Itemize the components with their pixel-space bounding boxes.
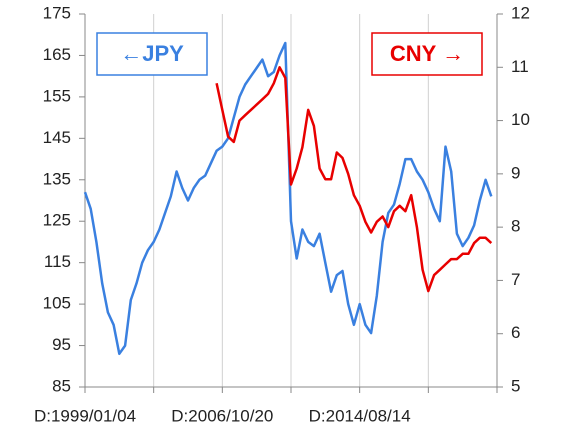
y-tick-label: 135 [43,169,71,188]
y-tick-label: 95 [52,335,71,354]
x-tick-label: D:2014/08/14 [309,406,411,425]
y-tick-label: 145 [43,128,71,147]
y2-tick-label: 7 [511,270,520,289]
series-line [215,66,493,293]
y-tick-label: 165 [43,45,71,64]
x-tick-label: D:2006/10/20 [171,406,273,425]
x-tick-label: D:1999/01/04 [34,406,136,425]
y2-tick-label: 5 [511,376,520,395]
y-tick-label: 155 [43,86,71,105]
y-tick-label: 115 [44,252,71,271]
series-line [83,41,493,356]
y2-tick-label: 8 [511,217,520,236]
legend-box [371,32,483,76]
y2-tick-label: 11 [511,57,529,76]
y-tick-label: 175 [43,3,71,22]
legend-box [96,32,208,76]
y2-tick-label: 12 [511,3,530,22]
y-tick-label: 125 [43,211,71,230]
y-tick-label: 85 [52,376,71,395]
y2-tick-label: 9 [511,163,520,182]
y2-tick-label: 10 [511,110,530,129]
y2-tick-label: 6 [511,323,520,342]
y-tick-label: 105 [43,294,71,313]
legend-label: ←JPY [120,41,184,66]
legend-label: CNY → [390,41,464,66]
